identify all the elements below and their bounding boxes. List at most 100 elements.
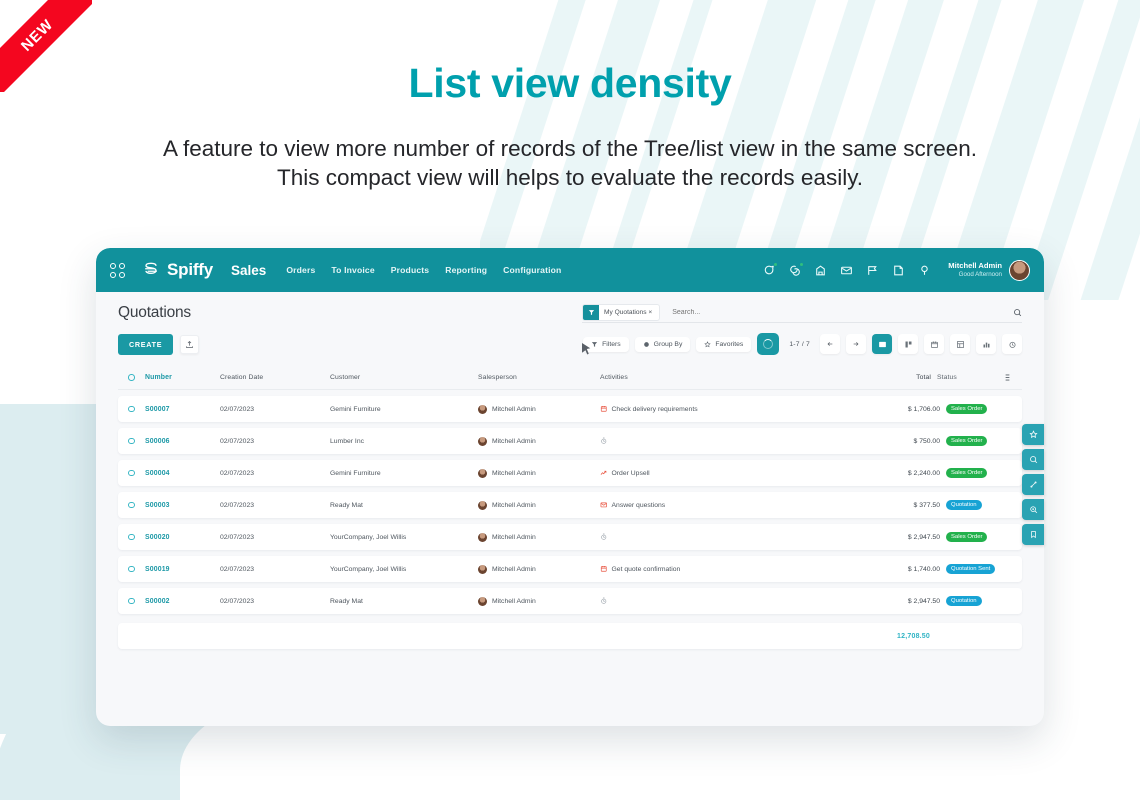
cell-number[interactable]: S00006 xyxy=(145,437,170,445)
column-header-creation-date[interactable]: Creation Date xyxy=(220,374,264,381)
table-row[interactable]: S00003 02/07/2023 Ready Mat Mitchell Admin A… xyxy=(118,492,1022,518)
cell-salesperson: Mitchell Admin xyxy=(478,500,600,510)
menu-item-reporting[interactable]: Reporting xyxy=(445,265,488,275)
table-row[interactable]: S00006 02/07/2023 Lumber Inc Mitchell Admin… xyxy=(118,428,1022,454)
calendar-view-button[interactable] xyxy=(924,334,944,354)
mail-icon[interactable] xyxy=(840,264,853,277)
zoom-tab[interactable] xyxy=(1022,499,1044,520)
cell-activity[interactable] xyxy=(600,533,872,541)
select-all-checkbox[interactable] xyxy=(128,374,135,381)
cell-number[interactable]: S00019 xyxy=(145,565,170,573)
cell-total: $ 750.00 xyxy=(913,437,940,445)
filters-button[interactable]: Filters xyxy=(583,336,629,352)
pivot-view-button[interactable] xyxy=(950,334,970,354)
column-header-customer[interactable]: Customer xyxy=(330,374,361,381)
group-by-button[interactable]: Group By xyxy=(634,336,691,352)
user-greeting: Good Afternoon xyxy=(958,270,1002,278)
column-options-icon[interactable] xyxy=(1003,373,1012,382)
cell-total: $ 377.50 xyxy=(913,501,940,509)
menu-item-configuration[interactable]: Configuration xyxy=(503,265,562,275)
next-page-button[interactable] xyxy=(846,334,866,354)
expand-icon xyxy=(1029,481,1037,488)
row-checkbox[interactable] xyxy=(128,501,135,509)
favorites-label: Favorites xyxy=(715,340,744,348)
cell-number[interactable]: S00003 xyxy=(145,501,170,509)
filter-icon xyxy=(583,304,599,320)
row-checkbox[interactable] xyxy=(128,565,135,573)
create-button[interactable]: CREATE xyxy=(118,333,174,355)
cell-activity[interactable] xyxy=(600,437,872,445)
column-header-number[interactable]: Number xyxy=(145,374,172,381)
cell-number[interactable]: S00007 xyxy=(145,405,170,413)
graph-icon xyxy=(983,342,989,347)
upload-icon[interactable] xyxy=(180,334,200,354)
table-row[interactable]: S00019 02/07/2023 YourCompany, Joel Willis… xyxy=(118,556,1022,582)
column-header-status[interactable]: Status xyxy=(937,374,957,381)
user-name: Mitchell Admin xyxy=(948,261,1002,271)
cell-activity[interactable]: Answer questions xyxy=(600,501,872,509)
list-view-button[interactable] xyxy=(872,334,892,354)
search-icon[interactable] xyxy=(1013,308,1022,317)
notes-icon[interactable] xyxy=(892,264,905,277)
column-header-activities[interactable]: Activities xyxy=(600,374,628,381)
status-badge: Sales Order xyxy=(946,531,988,543)
search-facet-label: My Quotations xyxy=(604,308,647,316)
table-row[interactable]: S00007 02/07/2023 Gemini Furniture Mitchell… xyxy=(118,396,1022,422)
cell-number[interactable]: S00002 xyxy=(145,597,170,605)
table-row[interactable]: S00004 02/07/2023 Gemini Furniture Mitchell… xyxy=(118,460,1022,486)
previous-page-button[interactable] xyxy=(820,334,840,354)
help-icon[interactable] xyxy=(918,264,931,277)
row-checkbox[interactable] xyxy=(128,405,135,413)
bookmark-tab[interactable] xyxy=(1022,524,1044,545)
menu-item-products[interactable]: Products xyxy=(390,265,430,275)
page-description: A feature to view more number of records… xyxy=(0,135,1140,193)
column-header-salesperson[interactable]: Salesperson xyxy=(478,374,517,381)
search-tab[interactable] xyxy=(1022,449,1044,470)
tasks-icon[interactable] xyxy=(866,264,879,277)
status-badge: Quotation xyxy=(946,499,982,511)
description-line-2: This compact view will helps to evaluate… xyxy=(276,164,864,190)
cell-number[interactable]: S00004 xyxy=(145,469,170,477)
cell-total: $ 2,947.50 xyxy=(907,533,940,541)
cell-total: $ 1,706.00 xyxy=(907,405,940,413)
row-checkbox[interactable] xyxy=(128,533,135,541)
favorites-tab[interactable] xyxy=(1022,424,1044,445)
hero-section: List view density A feature to view more… xyxy=(0,60,1140,193)
cell-activity[interactable]: Check delivery requirements xyxy=(600,405,872,413)
column-header-total[interactable]: Total xyxy=(916,374,931,381)
cell-activity[interactable]: Order Upsell xyxy=(600,469,872,477)
table-row[interactable]: S00002 02/07/2023 Ready Mat Mitchell Admin $… xyxy=(118,588,1022,614)
activity-label: Order Upsell xyxy=(611,469,650,477)
graph-view-button[interactable] xyxy=(976,334,996,354)
menu-item-to-invoice[interactable]: To Invoice xyxy=(331,265,375,275)
table-row[interactable]: S00020 02/07/2023 YourCompany, Joel Willis… xyxy=(118,524,1022,550)
row-checkbox[interactable] xyxy=(128,437,135,445)
row-checkbox[interactable] xyxy=(128,597,135,605)
kanban-view-button[interactable] xyxy=(898,334,918,354)
cell-salesperson: Mitchell Admin xyxy=(478,532,600,542)
cell-salesperson: Mitchell Admin xyxy=(478,564,600,574)
discuss-icon[interactable] xyxy=(788,261,805,277)
search-facet[interactable]: My Quotations × xyxy=(582,303,661,321)
mouse-cursor-icon xyxy=(582,343,591,355)
apps-grid-icon[interactable] xyxy=(110,262,125,278)
cell-number[interactable]: S00020 xyxy=(145,533,170,541)
row-checkbox[interactable] xyxy=(128,469,135,477)
messages-icon[interactable] xyxy=(762,261,779,277)
search-input[interactable] xyxy=(660,308,1013,316)
activity-view-button[interactable] xyxy=(1002,334,1022,354)
cell-activity[interactable] xyxy=(600,597,872,605)
favorites-button[interactable]: Favorites xyxy=(696,336,752,352)
cell-creation-date: 02/07/2023 xyxy=(220,597,255,605)
cell-activity[interactable]: Get quote confirmation xyxy=(600,565,872,573)
activities-icon[interactable] xyxy=(814,264,827,277)
zoom-in-icon xyxy=(1029,506,1037,514)
cell-creation-date: 02/07/2023 xyxy=(220,533,255,541)
expand-tab[interactable] xyxy=(1022,474,1044,495)
avatar xyxy=(478,404,487,414)
records-table: Number Creation Date Customer Salesperso… xyxy=(96,366,1044,649)
search-bar[interactable]: My Quotations × xyxy=(582,302,1022,323)
brand-logo[interactable]: Spiffy xyxy=(141,260,213,280)
user-menu[interactable]: Mitchell Admin Good Afternoon xyxy=(948,259,1030,281)
menu-item-orders[interactable]: Orders xyxy=(286,265,316,275)
